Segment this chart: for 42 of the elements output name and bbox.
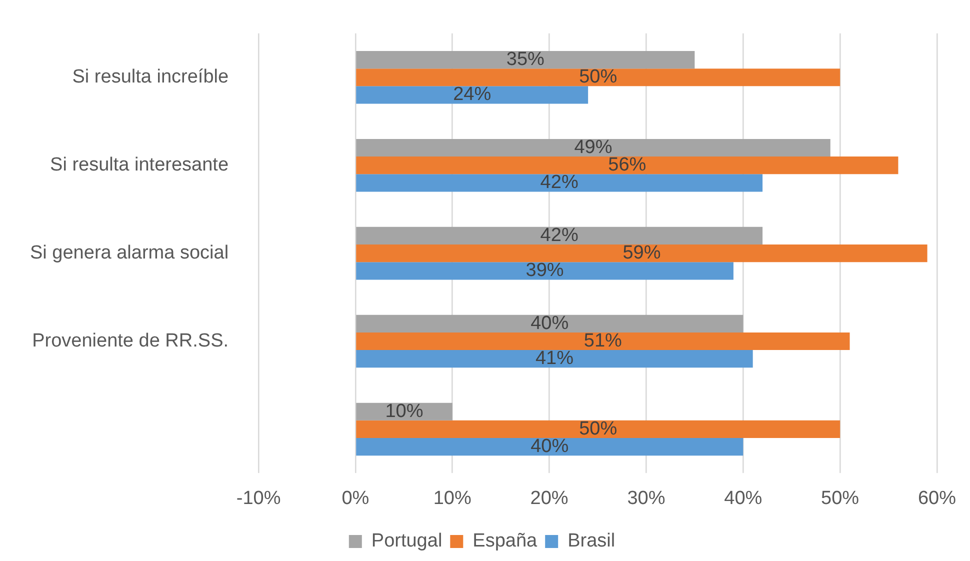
- x-tick-label: 40%: [724, 488, 762, 509]
- data-label: 51%: [584, 330, 622, 352]
- bar: [356, 174, 763, 192]
- data-label: 50%: [579, 66, 618, 88]
- legend-label: España: [472, 530, 538, 552]
- bar: [356, 138, 830, 157]
- x-tick-label: 60%: [918, 488, 956, 509]
- bar: [356, 314, 744, 332]
- y-tick-label: Si resulta increíble: [72, 66, 229, 88]
- bar: [356, 226, 763, 245]
- legend-label: Portugal: [371, 530, 442, 552]
- data-label: 50%: [579, 418, 618, 440]
- data-label: 10%: [385, 400, 424, 422]
- x-tick-label: -10%: [236, 488, 281, 509]
- data-label: 59%: [622, 242, 661, 264]
- bar: [356, 262, 734, 280]
- data-label: 40%: [530, 436, 569, 458]
- y-tick-label: Si resulta interesante: [50, 154, 229, 176]
- y-tick-label: Si genera alarma social: [30, 242, 229, 264]
- bar: [356, 68, 840, 86]
- bar: [356, 332, 850, 350]
- bar: [356, 350, 753, 368]
- data-label: 40%: [530, 312, 569, 334]
- data-label: 42%: [540, 224, 578, 246]
- x-tick-label: 50%: [821, 488, 860, 509]
- x-tick-label: 10%: [433, 488, 472, 509]
- bar: [356, 86, 588, 104]
- x-tick-label: 20%: [530, 488, 568, 509]
- data-label: 24%: [453, 84, 492, 106]
- x-tick-label: 30%: [627, 488, 666, 509]
- data-label: 35%: [506, 49, 545, 70]
- bar: [356, 438, 744, 456]
- legend-label: Brasil: [568, 530, 616, 552]
- bar: [356, 420, 840, 438]
- bar: [356, 244, 928, 262]
- data-label: 42%: [540, 172, 578, 194]
- data-label: 41%: [535, 348, 574, 370]
- bar: [356, 156, 898, 174]
- x-tick-label: 0%: [342, 488, 370, 509]
- bar: [356, 50, 695, 69]
- y-tick-label: Proveniente de RR.SS.: [32, 330, 229, 352]
- data-label: 39%: [526, 260, 564, 282]
